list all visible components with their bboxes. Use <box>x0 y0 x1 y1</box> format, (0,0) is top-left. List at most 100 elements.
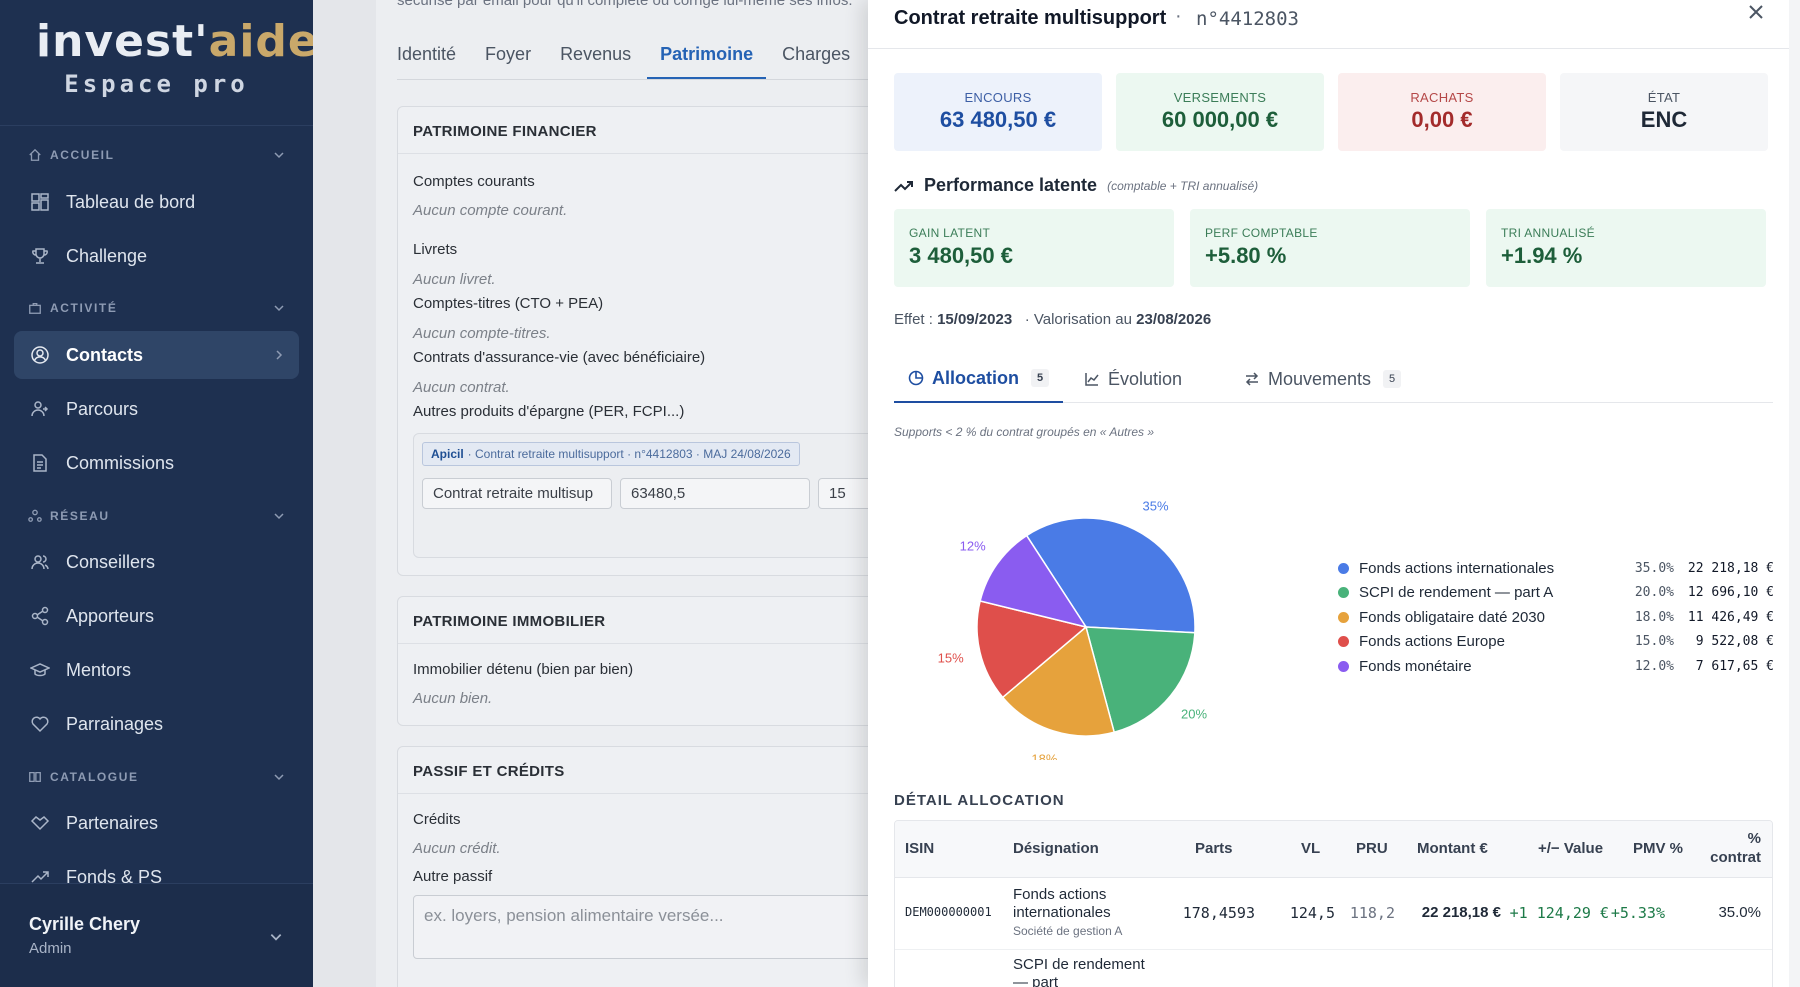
contract-chip[interactable]: Apicil · Contrat retraite multisupport · … <box>422 442 800 466</box>
sidebar-item-mentors[interactable]: Mentors <box>14 646 299 694</box>
user-name: Cyrille Chery <box>29 914 141 934</box>
legend-row: SCPI de rendement — part A 20.0% 12 696,… <box>1338 581 1774 606</box>
kpi-rachats: RACHATS 0,00 € <box>1338 73 1546 151</box>
drawer-title: Contrat retraite multisupport <box>894 7 1167 29</box>
pie-slice[interactable] <box>1025 517 1196 634</box>
legend-amount: 12 696,10 € <box>1687 585 1774 601</box>
pie-slice[interactable] <box>1001 625 1116 737</box>
trend-up-icon <box>894 180 913 192</box>
tab-revenus[interactable]: Revenus <box>560 44 632 64</box>
sidebar-item-partenaires[interactable]: Partenaires <box>14 799 299 847</box>
col-plus-value[interactable]: +/− Value <box>1538 840 1604 857</box>
col-parts[interactable]: Parts <box>1195 840 1233 857</box>
col-montant[interactable]: Montant € <box>1417 840 1488 857</box>
tab-mouvements[interactable]: Mouvements 5 <box>1244 355 1402 403</box>
tab-evolution[interactable]: Évolution <box>1084 355 1182 403</box>
col-designation[interactable]: Désignation <box>1013 840 1099 857</box>
perf-tri: TRI ANNUALISÉ +1.94 % <box>1486 209 1766 287</box>
sidebar-item-label: Parcours <box>66 398 139 419</box>
table-row[interactable]: SCPI de rendement — part <box>895 950 1772 987</box>
card-title: PATRIMOINE FINANCIER <box>413 123 597 140</box>
brand-logo[interactable]: invest'aide <box>36 16 319 67</box>
document-icon <box>33 454 47 472</box>
kpi-label: VERSEMENTS <box>1173 90 1267 105</box>
tab-foyer[interactable]: Foyer <box>485 44 532 64</box>
field-label-autres: Autres produits d'épargne (PER, FCPI...) <box>413 403 685 420</box>
sidebar-item-fonds-ps[interactable]: Fonds & PS <box>14 853 299 901</box>
legend-swatch <box>1338 660 1349 672</box>
tab-charges[interactable]: Charges <box>782 44 851 64</box>
sidebar-item-label: Conseillers <box>66 551 156 572</box>
col-pmv[interactable]: PMV % <box>1633 840 1684 857</box>
cell-pru: 118,2 <box>1349 904 1395 922</box>
col-vl[interactable]: VL <box>1301 840 1321 857</box>
legend-pct: 20.0% <box>1634 585 1674 601</box>
effet-date: 15/09/2023 <box>937 311 1013 328</box>
sidebar-item-label: Apporteurs <box>66 605 155 626</box>
col-pru[interactable]: PRU <box>1356 840 1388 857</box>
cell-designation: Fonds actions internationales <box>1013 886 1111 921</box>
close-icon[interactable] <box>1744 0 1768 24</box>
nav-section-label: ACCUEIL <box>50 148 115 162</box>
network-icon <box>28 509 42 522</box>
legend-pct: 35.0% <box>1634 560 1674 576</box>
nav-section-catalogue[interactable]: CATALOGUE <box>28 766 285 788</box>
kpi-value: 60 000,00 € <box>1161 107 1279 132</box>
product-name-input[interactable]: Contrat retraite multisup <box>422 478 612 509</box>
product-third-input[interactable]: 15 <box>818 478 868 509</box>
col-isin[interactable]: ISIN <box>905 840 935 857</box>
contract-drawer: Contrat retraite multisupport · n°441280… <box>868 0 1800 987</box>
tab-identite[interactable]: Identité <box>397 44 457 64</box>
pie-slice[interactable] <box>1085 626 1196 734</box>
pie-slice-label: 15% <box>938 651 964 666</box>
empty-credits: Aucun crédit. <box>413 840 501 857</box>
kpi-encours: ENCOURS 63 480,50 € <box>894 73 1102 151</box>
sidebar-item-parcours[interactable]: Parcours <box>14 385 299 433</box>
nav-section-accueil[interactable]: ACCUEIL <box>28 144 285 166</box>
book-icon <box>29 771 41 783</box>
tab-label: Allocation <box>932 367 1020 388</box>
sidebar-item-tableau-de-bord[interactable]: Tableau de bord <box>14 178 299 226</box>
sidebar-item-apporteurs[interactable]: Apporteurs <box>14 592 299 640</box>
kpi-versements: VERSEMENTS 60 000,00 € <box>1116 73 1324 151</box>
tab-patrimoine[interactable]: Patrimoine <box>647 40 767 79</box>
user-menu[interactable]: Cyrille Chery Admin <box>0 883 313 987</box>
pie-slice[interactable] <box>979 534 1088 629</box>
pie-slice[interactable] <box>976 600 1088 699</box>
kpi-label: ENCOURS <box>964 90 1032 105</box>
sidebar-item-contacts[interactable]: Contacts <box>14 331 299 379</box>
divider <box>398 153 868 154</box>
sidebar-item-commissions[interactable]: Commissions <box>14 439 299 487</box>
tab-label: Mouvements <box>1268 368 1372 389</box>
nav-section-activite[interactable]: ACTIVITÉ <box>28 297 285 319</box>
nav-section-label: ACTIVITÉ <box>50 301 118 315</box>
legend-amount: 11 426,49 € <box>1687 609 1774 625</box>
table-row[interactable]: DEM000000001 Fonds actions international… <box>895 878 1772 950</box>
field-label-livrets: Livrets <box>413 241 458 258</box>
autre-passif-textarea[interactable]: ex. loyers, pension alimentaire versée..… <box>413 895 868 959</box>
sidebar-item-parrainages[interactable]: Parrainages <box>14 700 299 748</box>
perf-value: +5.80 % <box>1205 243 1287 268</box>
sidebar-item-label: Mentors <box>66 659 132 680</box>
field-label-comptes: Comptes courants <box>413 173 535 190</box>
tab-allocation[interactable]: Allocation 5 <box>894 355 1064 403</box>
perf-comptable: PERF COMPTABLE +5.80 % <box>1190 209 1470 287</box>
drawer-scrollbar[interactable] <box>1789 0 1800 987</box>
sidebar-item-challenge[interactable]: Challenge <box>14 232 299 280</box>
allocation-legend: Fonds actions internationales 35.0% 22 2… <box>1338 556 1774 679</box>
legend-swatch <box>1338 611 1349 623</box>
graduation-icon <box>30 663 50 677</box>
home-icon <box>29 148 41 161</box>
sidebar-item-label: Tableau de bord <box>66 191 196 212</box>
main-content: sécurisé par email pour qu'il complète o… <box>313 0 868 987</box>
cell-isin: DEM000000001 <box>905 905 992 919</box>
nav-section-reseau[interactable]: RÉSEAU <box>28 505 285 527</box>
cell-montant: 22 218,18 € <box>1421 904 1501 921</box>
perf-title: Performance latente <box>924 175 1098 195</box>
product-amount-input[interactable]: 63480,5 <box>620 478 810 509</box>
legend-label: Fonds obligataire daté 2030 <box>1359 608 1545 626</box>
sidebar-item-conseillers[interactable]: Conseillers <box>14 538 299 586</box>
chevron-down-icon <box>274 152 284 159</box>
col-pct-contrat[interactable]: % contrat <box>1710 830 1761 866</box>
trend-icon <box>31 871 49 883</box>
